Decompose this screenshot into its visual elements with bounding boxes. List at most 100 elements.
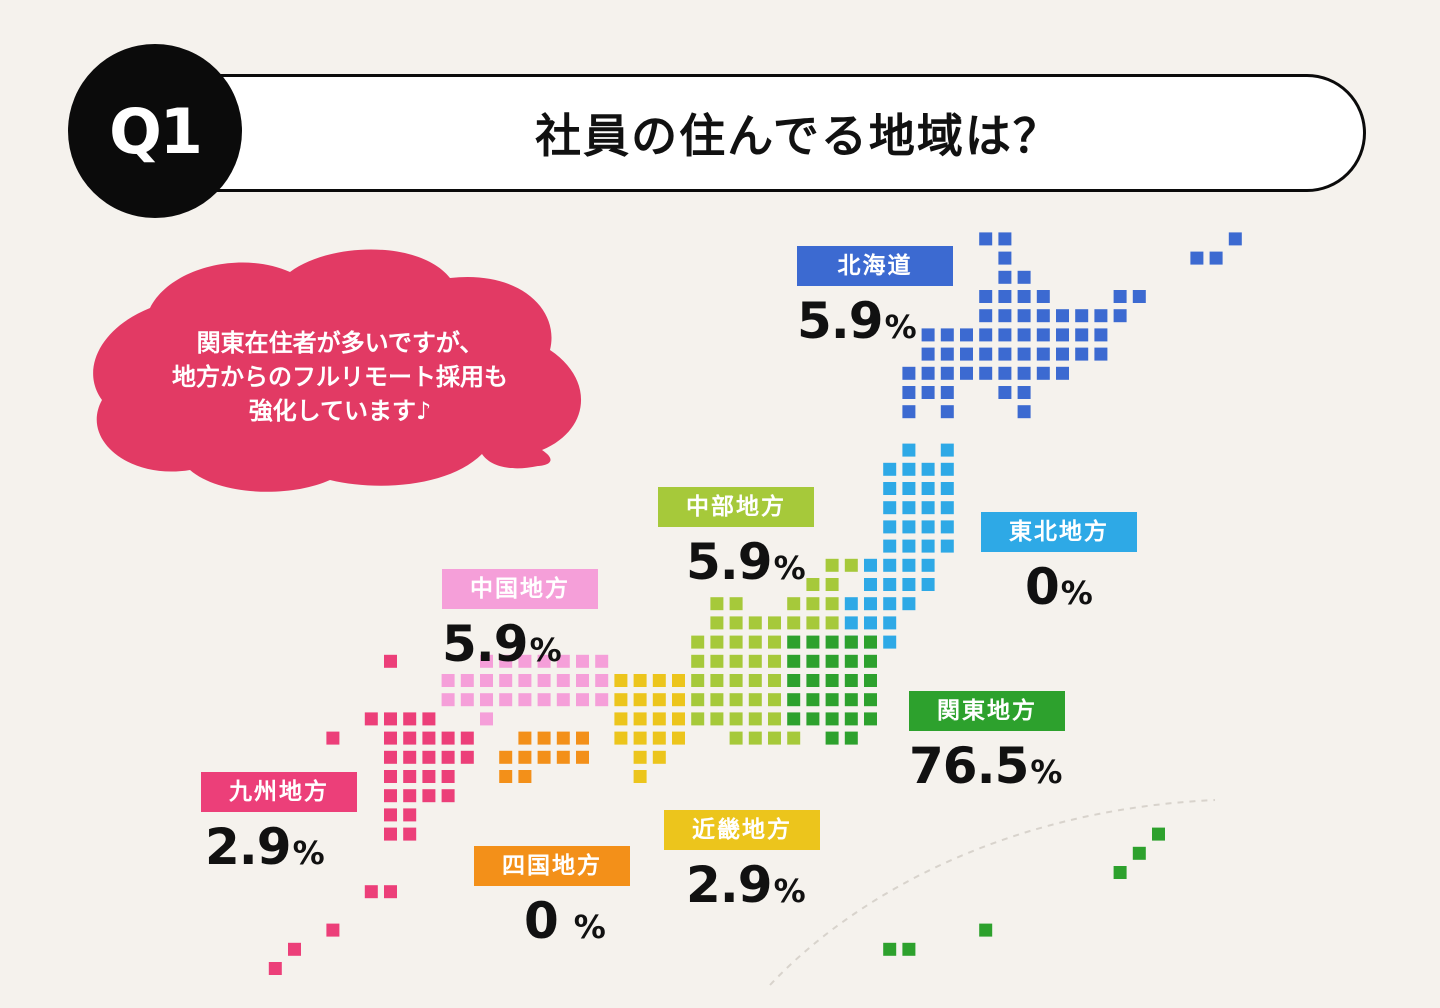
map-dot-hokkaido xyxy=(1113,290,1127,303)
map-dot-hokkaido xyxy=(979,366,993,380)
map-dot-kyushu xyxy=(268,962,282,975)
map-dot-shikoku xyxy=(576,750,589,764)
map-dot-tohoku xyxy=(940,443,954,457)
map-dot-tohoku xyxy=(864,558,877,572)
map-dot-chugoku xyxy=(480,654,493,668)
map-dot-kinki xyxy=(672,712,685,726)
region-value: 2.9% xyxy=(664,856,820,914)
map-dot-tohoku xyxy=(864,616,877,630)
map-dot-tohoku xyxy=(902,501,916,515)
map-dot-kinki xyxy=(652,693,666,707)
map-dot-kanto xyxy=(825,674,839,687)
map-dot-kanto xyxy=(864,654,877,668)
region-tag: 四国地方 xyxy=(474,846,630,886)
map-dot-kyushu xyxy=(460,731,474,745)
map-dot-chubu xyxy=(748,654,762,668)
map-dot-chugoku xyxy=(576,693,589,707)
map-dot-tohoku xyxy=(883,578,897,591)
map-dot-hokkaido xyxy=(902,366,916,380)
map-dot-hokkaido xyxy=(1017,386,1031,399)
map-dot-chugoku xyxy=(480,712,493,726)
map-dot-kyushu xyxy=(364,712,378,726)
map-dot-tohoku xyxy=(844,616,858,630)
map-dot-hokkaido xyxy=(1056,328,1069,342)
map-dot-hokkaido xyxy=(1017,309,1031,323)
map-dot-tohoku xyxy=(921,578,935,591)
map-dot-hokkaido xyxy=(1036,347,1050,361)
map-dot-tohoku xyxy=(883,539,897,553)
region-percent-number: 2.9 xyxy=(686,856,773,914)
map-dot-chubu xyxy=(729,731,743,745)
map-dot-kanto xyxy=(787,674,801,687)
region-percent-sign: % xyxy=(573,908,606,946)
region-tag: 東北地方 xyxy=(981,512,1137,552)
map-dot-hokkaido xyxy=(998,251,1012,265)
map-dot-kanto xyxy=(1132,846,1146,860)
map-dot-hokkaido xyxy=(1056,309,1069,323)
region-value: 5.9% xyxy=(442,615,598,673)
map-dot-tohoku xyxy=(883,501,897,515)
map-dot-chubu xyxy=(710,635,724,649)
map-dot-chubu xyxy=(825,597,839,611)
map-dot-hokkaido xyxy=(998,386,1012,399)
map-dot-kinki xyxy=(672,674,685,687)
map-dot-kyushu xyxy=(403,789,417,803)
map-dot-tohoku xyxy=(921,462,935,476)
map-dot-kyushu xyxy=(403,750,417,764)
map-dot-hokkaido xyxy=(998,328,1012,342)
map-dot-tohoku xyxy=(921,520,935,534)
map-dot-kanto xyxy=(844,674,858,687)
map-dot-chugoku xyxy=(595,674,609,687)
map-dot-tohoku xyxy=(902,520,916,534)
region-percent-number: 0 xyxy=(524,892,559,950)
region-value: 5.9% xyxy=(797,292,953,350)
map-dot-kanto xyxy=(864,693,877,707)
map-dot-chubu xyxy=(729,712,743,726)
region-percent-number: 5.9 xyxy=(797,292,884,350)
map-dot-chugoku xyxy=(556,654,570,668)
map-dot-chugoku xyxy=(556,693,570,707)
map-dot-hokkaido xyxy=(1209,251,1223,265)
map-dot-chugoku xyxy=(537,674,551,687)
map-dot-kanto xyxy=(979,923,993,937)
map-dot-chugoku xyxy=(576,654,589,668)
map-dot-tohoku xyxy=(883,462,897,476)
map-dot-chubu xyxy=(787,616,801,630)
map-dot-hokkaido xyxy=(921,366,935,380)
map-dot-kanto xyxy=(806,712,820,726)
map-dot-chubu xyxy=(691,674,705,687)
map-dot-chubu xyxy=(768,693,781,707)
map-dot-chugoku xyxy=(499,674,513,687)
map-dot-hokkaido xyxy=(940,347,954,361)
map-dot-tohoku xyxy=(902,462,916,476)
map-dot-tohoku xyxy=(902,482,916,495)
map-dot-hokkaido xyxy=(1113,309,1127,323)
region-percent-sign: % xyxy=(292,834,325,872)
map-dot-kyushu xyxy=(422,770,436,783)
map-dot-hokkaido xyxy=(998,309,1012,323)
map-dot-hokkaido xyxy=(1132,290,1146,303)
question-title-box: 社員の住んでる地域は？ xyxy=(150,74,1366,192)
map-dot-hokkaido xyxy=(940,386,954,399)
map-dot-kinki xyxy=(614,674,628,687)
speech-bubble xyxy=(93,249,582,492)
speech-bubble-shape xyxy=(93,249,582,492)
map-dot-hokkaido xyxy=(921,328,935,342)
map-dot-shikoku xyxy=(576,731,589,745)
map-dot-hokkaido xyxy=(1190,251,1204,265)
map-dot-kyushu xyxy=(403,827,417,841)
region-hokkaido: 北海道 5.9% xyxy=(797,246,953,350)
map-dot-kinki xyxy=(672,731,685,745)
map-dot-tohoku xyxy=(883,635,897,649)
map-dot-kinki xyxy=(652,712,666,726)
map-dot-hokkaido xyxy=(1075,309,1089,323)
map-dot-tohoku xyxy=(940,501,954,515)
map-dot-kyushu xyxy=(403,731,417,745)
map-dot-hokkaido xyxy=(921,386,935,399)
map-dot-kanto xyxy=(825,731,839,745)
map-dot-kyushu xyxy=(326,731,340,745)
map-dot-chugoku xyxy=(460,674,474,687)
map-dot-kanto xyxy=(864,674,877,687)
